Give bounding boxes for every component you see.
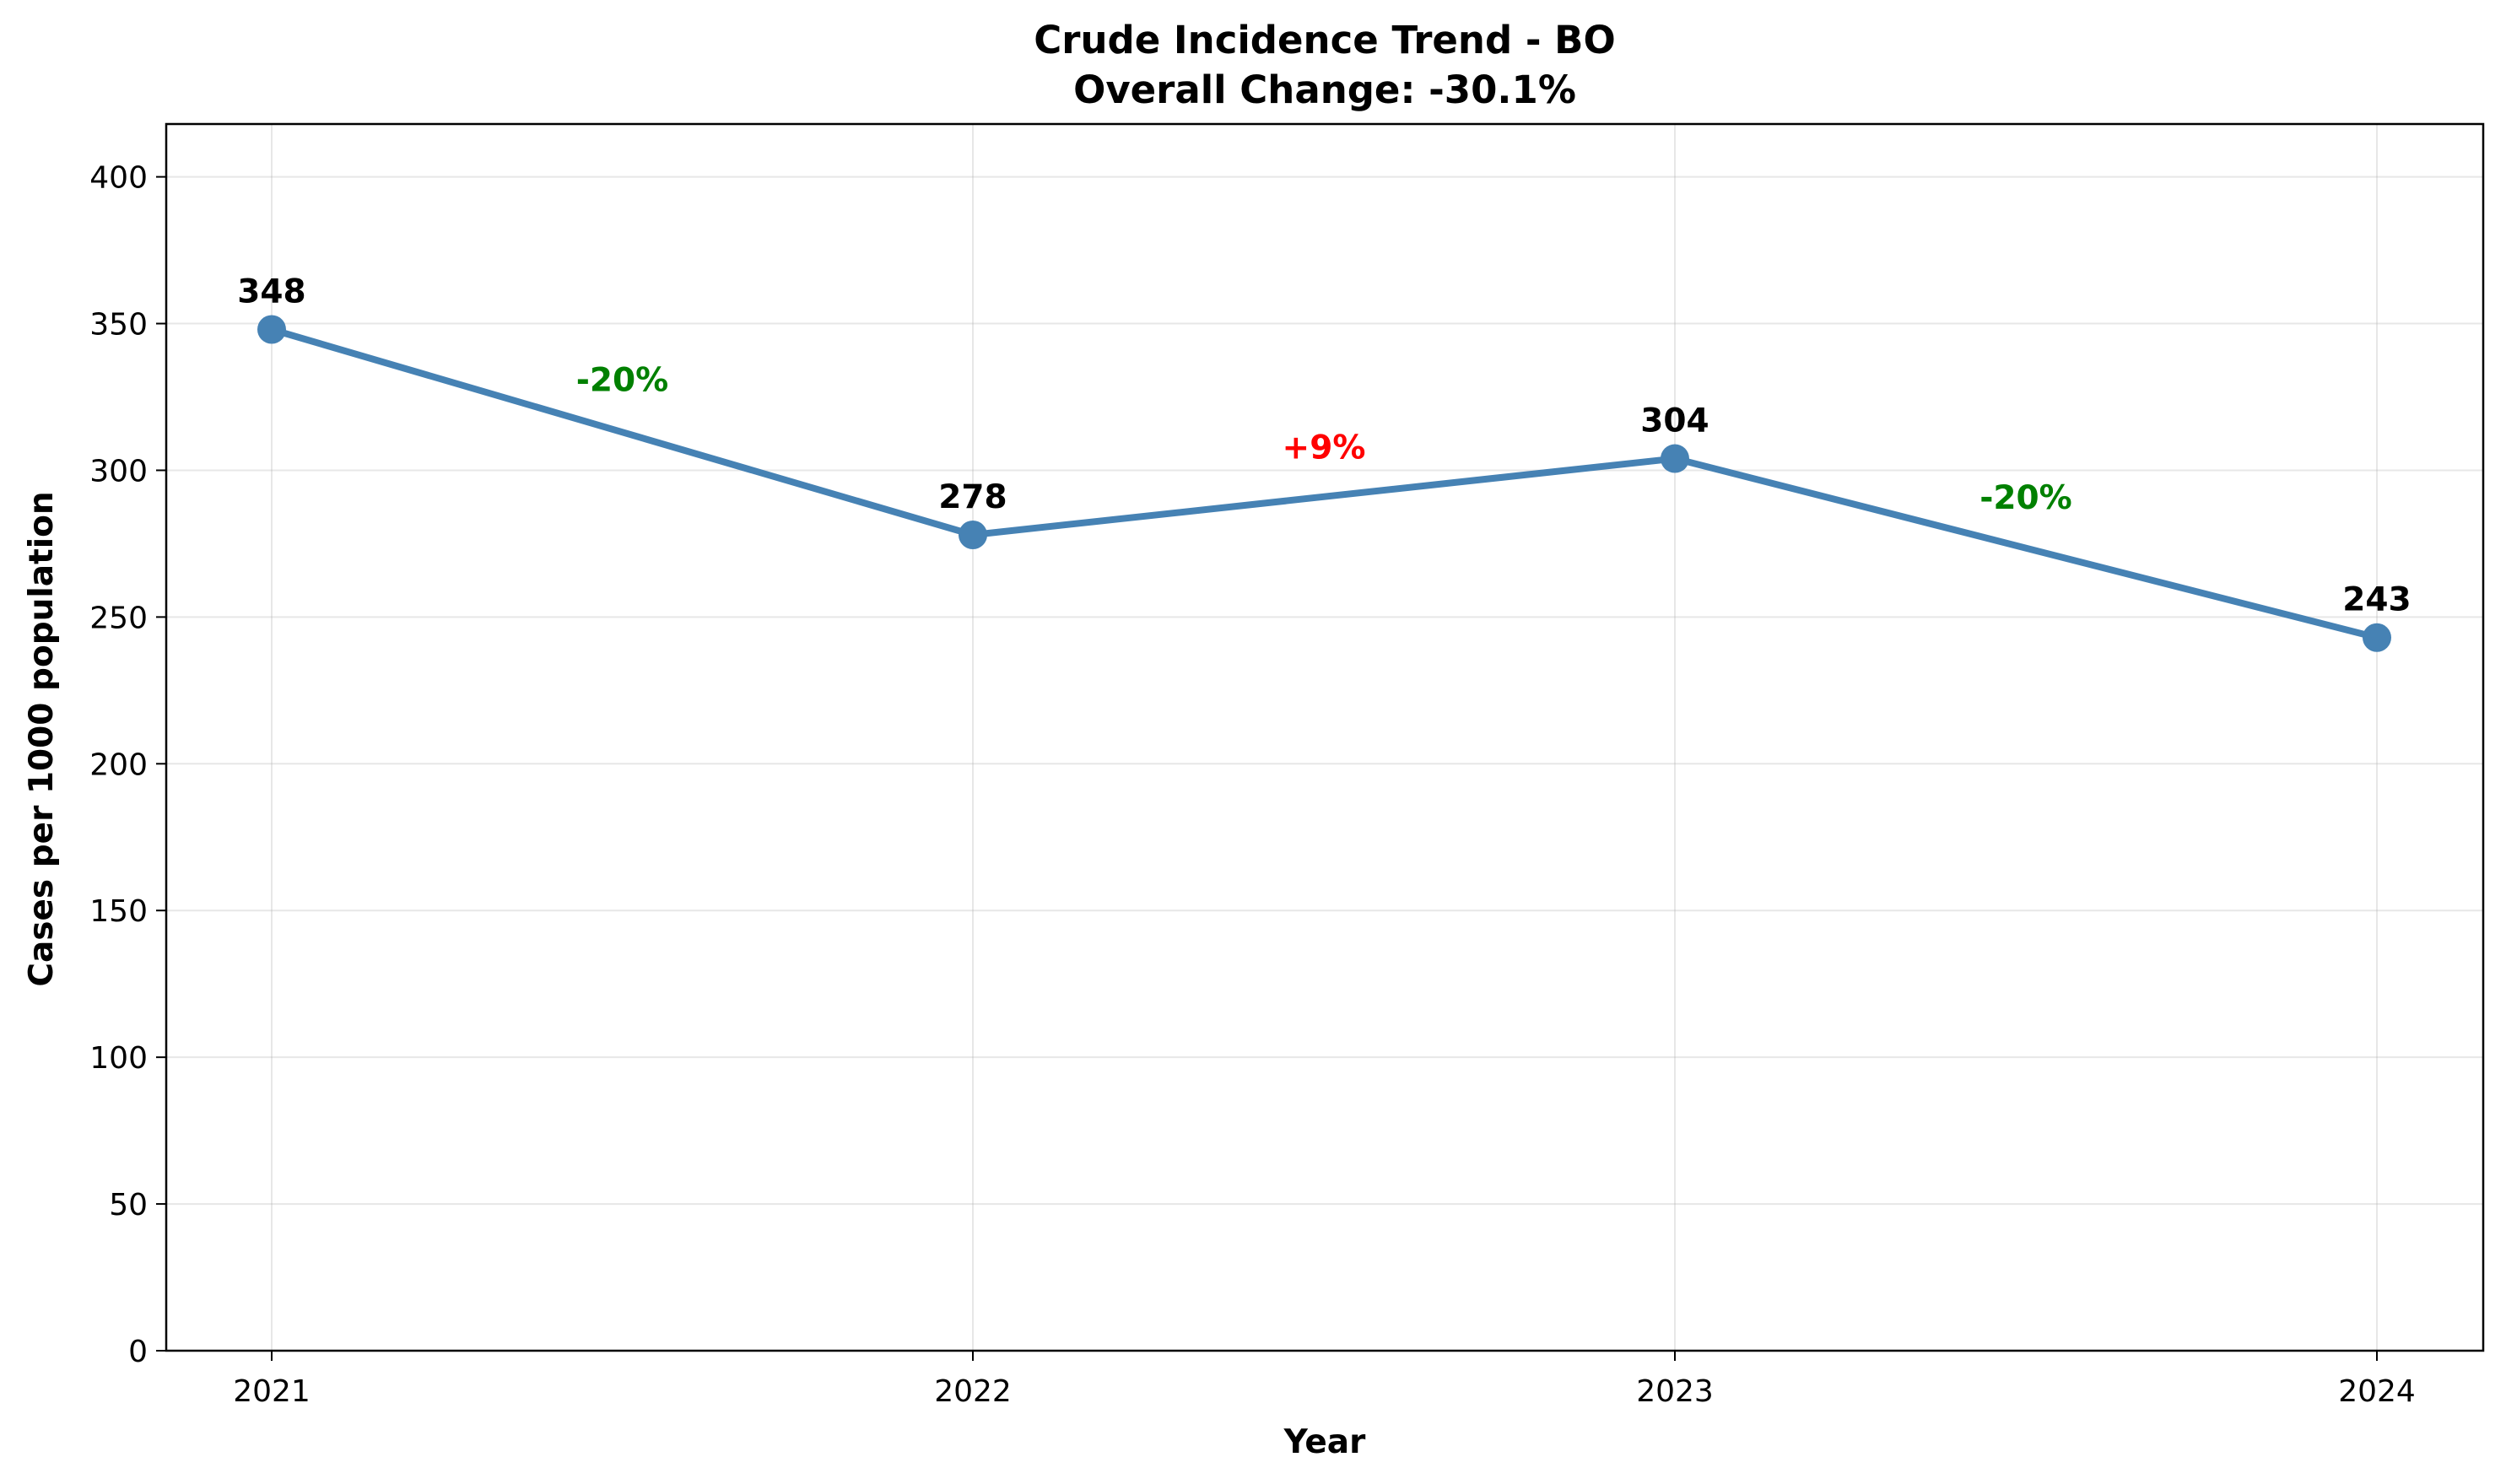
x-tick-label: 2021 (233, 1374, 311, 1409)
chart-subtitle: Overall Change: -30.1% (1073, 67, 1576, 112)
data-point (257, 315, 286, 343)
y-tick-label: 50 (109, 1188, 148, 1222)
data-label: 278 (938, 478, 1007, 516)
axes: 0 50 100 150 200 250 300 350 400 2021 2022 2023 2024 (89, 124, 2483, 1409)
change-label: -20% (1979, 479, 2072, 517)
x-axis-label: Year (1283, 1423, 1366, 1461)
y-axis-label: Cases per 1000 population (23, 491, 61, 986)
data-point (959, 521, 987, 549)
chart-title: Crude Incidence Trend - BO (1034, 18, 1615, 62)
y-tick-label: 100 (89, 1041, 148, 1076)
data-label: 304 (1640, 402, 1709, 440)
x-tick-label: 2022 (934, 1374, 1012, 1409)
data-label: 348 (237, 273, 305, 310)
grid (166, 124, 2483, 1351)
plot-frame (166, 124, 2483, 1351)
y-tick-label: 150 (89, 894, 148, 929)
y-tick-label: 300 (89, 454, 148, 488)
y-tick-label: 250 (89, 601, 148, 635)
change-label: -20% (576, 362, 669, 400)
data-label: 243 (2342, 581, 2411, 619)
change-label: +9% (1283, 429, 1366, 467)
y-tick-label: 0 (128, 1335, 148, 1369)
y-tick-label: 350 (89, 308, 148, 343)
data-point (2363, 623, 2391, 652)
y-tick-label: 400 (89, 161, 148, 196)
x-tick-label: 2023 (1636, 1374, 1714, 1409)
data-point (1661, 445, 1689, 473)
x-tick-label: 2024 (2338, 1374, 2416, 1409)
y-tick-label: 200 (89, 747, 148, 782)
annotations: 348 278 304 243 -20% +9% -20% (237, 273, 2411, 618)
